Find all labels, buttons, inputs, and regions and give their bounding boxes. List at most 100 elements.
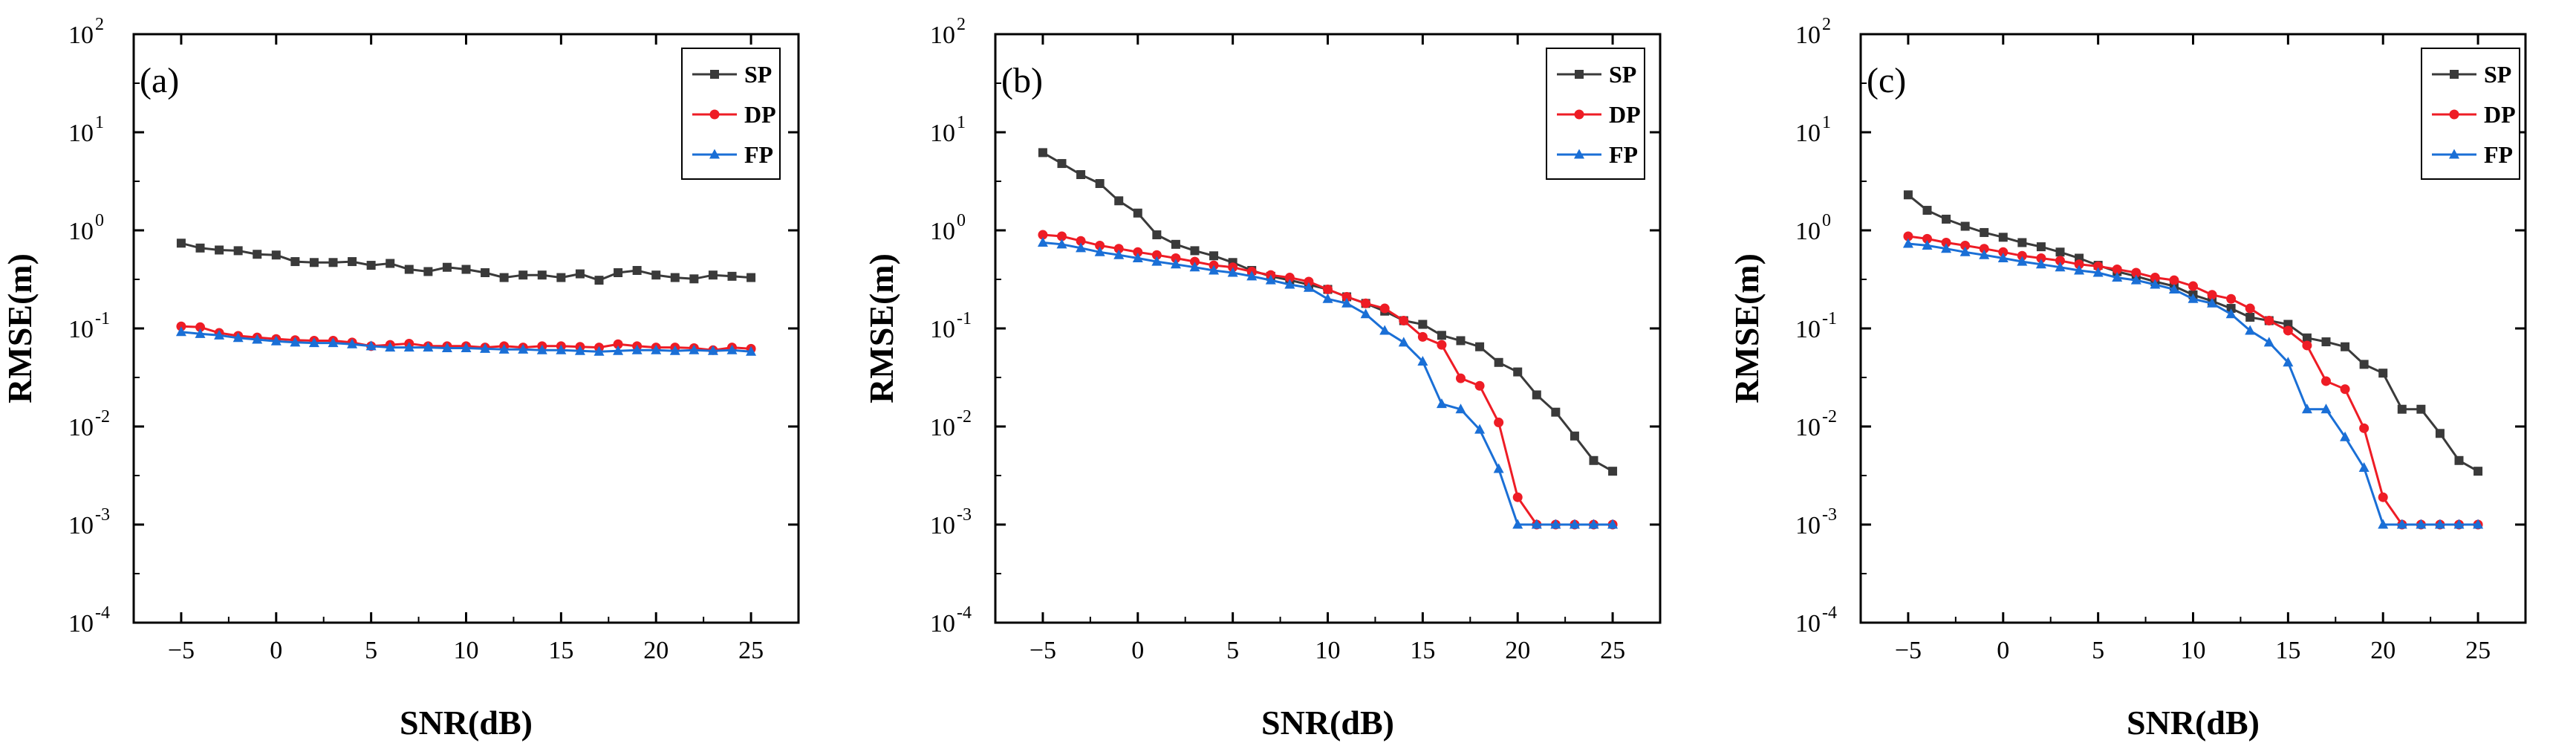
- data-point: [2169, 275, 2179, 285]
- data-point: [651, 344, 662, 354]
- data-point: [2321, 337, 2331, 347]
- y-tick-base: 10: [930, 316, 955, 343]
- data-point: [2321, 376, 2331, 386]
- data-point: [2112, 272, 2123, 282]
- y-tick-exponent: 1: [1822, 113, 1831, 132]
- data-point: [1922, 206, 1932, 215]
- data-point: [1569, 519, 1580, 529]
- data-point: [747, 273, 756, 282]
- x-tick-label: 5: [1226, 637, 1239, 664]
- x-tick-label: 15: [548, 637, 573, 664]
- data-point: [669, 345, 680, 355]
- data-point: [2301, 403, 2312, 414]
- data-point: [2416, 519, 2427, 529]
- data-point: [2397, 404, 2407, 414]
- data-point: [2017, 256, 2028, 266]
- data-point: [215, 245, 224, 255]
- y-tick-label: 10: [930, 414, 955, 441]
- y-tick-exponent: -3: [957, 505, 972, 525]
- data-point: [1941, 237, 1951, 247]
- data-point: [1512, 492, 1523, 502]
- data-point: [1284, 279, 1295, 289]
- y-tick-exponent: 2: [957, 15, 966, 34]
- data-point: [1151, 256, 1162, 266]
- y-tick-exponent: -4: [95, 603, 110, 623]
- legend: SP DP FP: [681, 48, 781, 180]
- y-tick-exponent: 1: [95, 113, 104, 132]
- data-point: [2435, 429, 2445, 438]
- data-point: [1456, 336, 1466, 346]
- data-point: [1056, 239, 1067, 249]
- data-point: [1189, 262, 1200, 272]
- legend-marker: [2449, 149, 2459, 159]
- data-point: [481, 267, 490, 277]
- data-point: [1095, 179, 1105, 189]
- data-point: [309, 258, 319, 267]
- series-line-SP: [1042, 152, 1613, 473]
- data-point: [2225, 308, 2237, 319]
- data-point: [2092, 267, 2104, 277]
- y-tick-base: 10: [1795, 218, 1821, 245]
- data-point: [1997, 252, 2009, 262]
- x-axis-title: SNR(dB): [2127, 704, 2260, 742]
- panel-label: (b): [1001, 61, 1043, 100]
- y-tick-exponent: -4: [957, 603, 972, 623]
- data-point: [1341, 291, 1352, 302]
- data-point: [1608, 467, 1618, 476]
- x-tick-label: 20: [1505, 637, 1530, 664]
- data-point: [195, 322, 205, 332]
- legend-marker: [709, 149, 720, 159]
- data-point: [2378, 369, 2388, 378]
- data-point: [518, 343, 529, 354]
- data-point: [2473, 519, 2484, 529]
- data-point: [2302, 333, 2312, 343]
- data-point: [442, 262, 452, 272]
- x-tick-label: 25: [2465, 637, 2491, 664]
- data-point: [2036, 253, 2046, 263]
- x-axis-title: SNR(dB): [1261, 704, 1394, 742]
- data-point: [2245, 325, 2256, 335]
- x-tick-label: 15: [2275, 637, 2300, 664]
- x-tick-label: 10: [2181, 637, 2206, 664]
- data-point: [631, 344, 643, 354]
- data-point: [2131, 267, 2141, 278]
- y-tick-exponent: -1: [957, 309, 972, 328]
- y-tick-label: 10: [1795, 414, 1821, 441]
- data-point: [1437, 340, 1447, 350]
- data-point: [707, 345, 718, 355]
- y-tick-label: 10: [1795, 218, 1821, 245]
- y-tick-base: 10: [1795, 22, 1821, 49]
- y-tick-base: 10: [930, 22, 955, 49]
- data-point: [1922, 233, 1932, 244]
- data-point: [423, 342, 434, 352]
- data-point: [1076, 169, 1086, 179]
- data-point: [2017, 238, 2027, 247]
- data-point: [1493, 463, 1504, 473]
- data-point: [1512, 519, 1523, 529]
- data-point: [308, 337, 319, 348]
- data-point: [727, 271, 737, 281]
- y-tick-exponent: -2: [1822, 407, 1837, 426]
- y-tick-exponent: -2: [95, 407, 110, 426]
- data-point: [1209, 265, 1220, 275]
- y-tick-base: 10: [1795, 414, 1821, 441]
- data-point: [1903, 190, 1913, 200]
- y-tick-exponent: 0: [957, 211, 966, 230]
- data-point: [1513, 367, 1523, 377]
- data-point: [1152, 230, 1162, 240]
- data-point: [2378, 492, 2388, 502]
- data-point: [1190, 246, 1200, 256]
- data-point: [2017, 250, 2027, 261]
- data-point: [1474, 424, 1486, 434]
- series-line-DP: [1042, 233, 1613, 526]
- y-tick-label: 10: [1795, 120, 1821, 147]
- data-point: [1399, 316, 1409, 326]
- data-point: [2341, 342, 2350, 351]
- y-tick-base: 10: [1795, 316, 1821, 343]
- data-point: [1170, 259, 1181, 269]
- y-tick-label: 10: [68, 414, 94, 441]
- x-axis: −5 0 5 10 15 20 25: [1895, 34, 2491, 664]
- data-point: [176, 321, 186, 331]
